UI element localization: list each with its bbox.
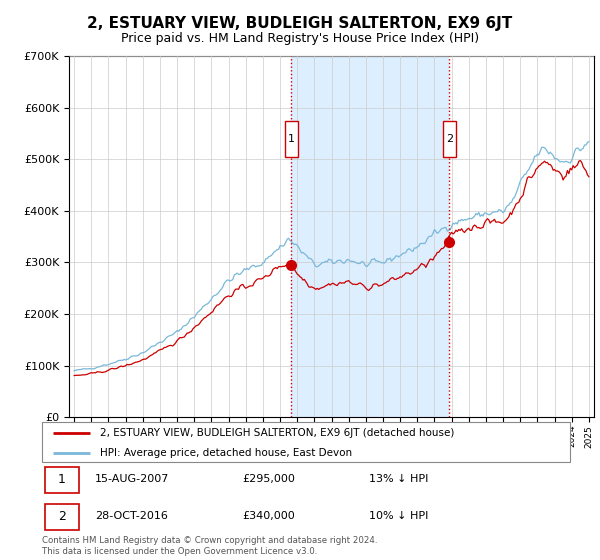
- Text: 10% ↓ HPI: 10% ↓ HPI: [370, 511, 429, 521]
- Bar: [44, 466, 79, 493]
- Bar: [291, 56, 449, 417]
- Text: £295,000: £295,000: [242, 474, 296, 484]
- Text: HPI: Average price, detached house, East Devon: HPI: Average price, detached house, East…: [100, 448, 352, 458]
- Text: 1: 1: [288, 134, 295, 144]
- Text: 15-AUG-2007: 15-AUG-2007: [95, 474, 169, 484]
- FancyBboxPatch shape: [443, 121, 457, 157]
- Text: Contains HM Land Registry data © Crown copyright and database right 2024.
This d: Contains HM Land Registry data © Crown c…: [42, 536, 377, 556]
- Text: 13% ↓ HPI: 13% ↓ HPI: [370, 474, 429, 484]
- Text: £340,000: £340,000: [242, 511, 295, 521]
- Text: 2: 2: [58, 510, 66, 523]
- Polygon shape: [589, 56, 594, 417]
- Text: 2, ESTUARY VIEW, BUDLEIGH SALTERTON, EX9 6JT (detached house): 2, ESTUARY VIEW, BUDLEIGH SALTERTON, EX9…: [100, 428, 454, 437]
- Text: Price paid vs. HM Land Registry's House Price Index (HPI): Price paid vs. HM Land Registry's House …: [121, 32, 479, 45]
- FancyBboxPatch shape: [285, 121, 298, 157]
- Text: 28-OCT-2016: 28-OCT-2016: [95, 511, 167, 521]
- Text: 2: 2: [446, 134, 453, 144]
- Text: 1: 1: [58, 473, 66, 486]
- Text: 2, ESTUARY VIEW, BUDLEIGH SALTERTON, EX9 6JT: 2, ESTUARY VIEW, BUDLEIGH SALTERTON, EX9…: [88, 16, 512, 31]
- Bar: [44, 504, 79, 530]
